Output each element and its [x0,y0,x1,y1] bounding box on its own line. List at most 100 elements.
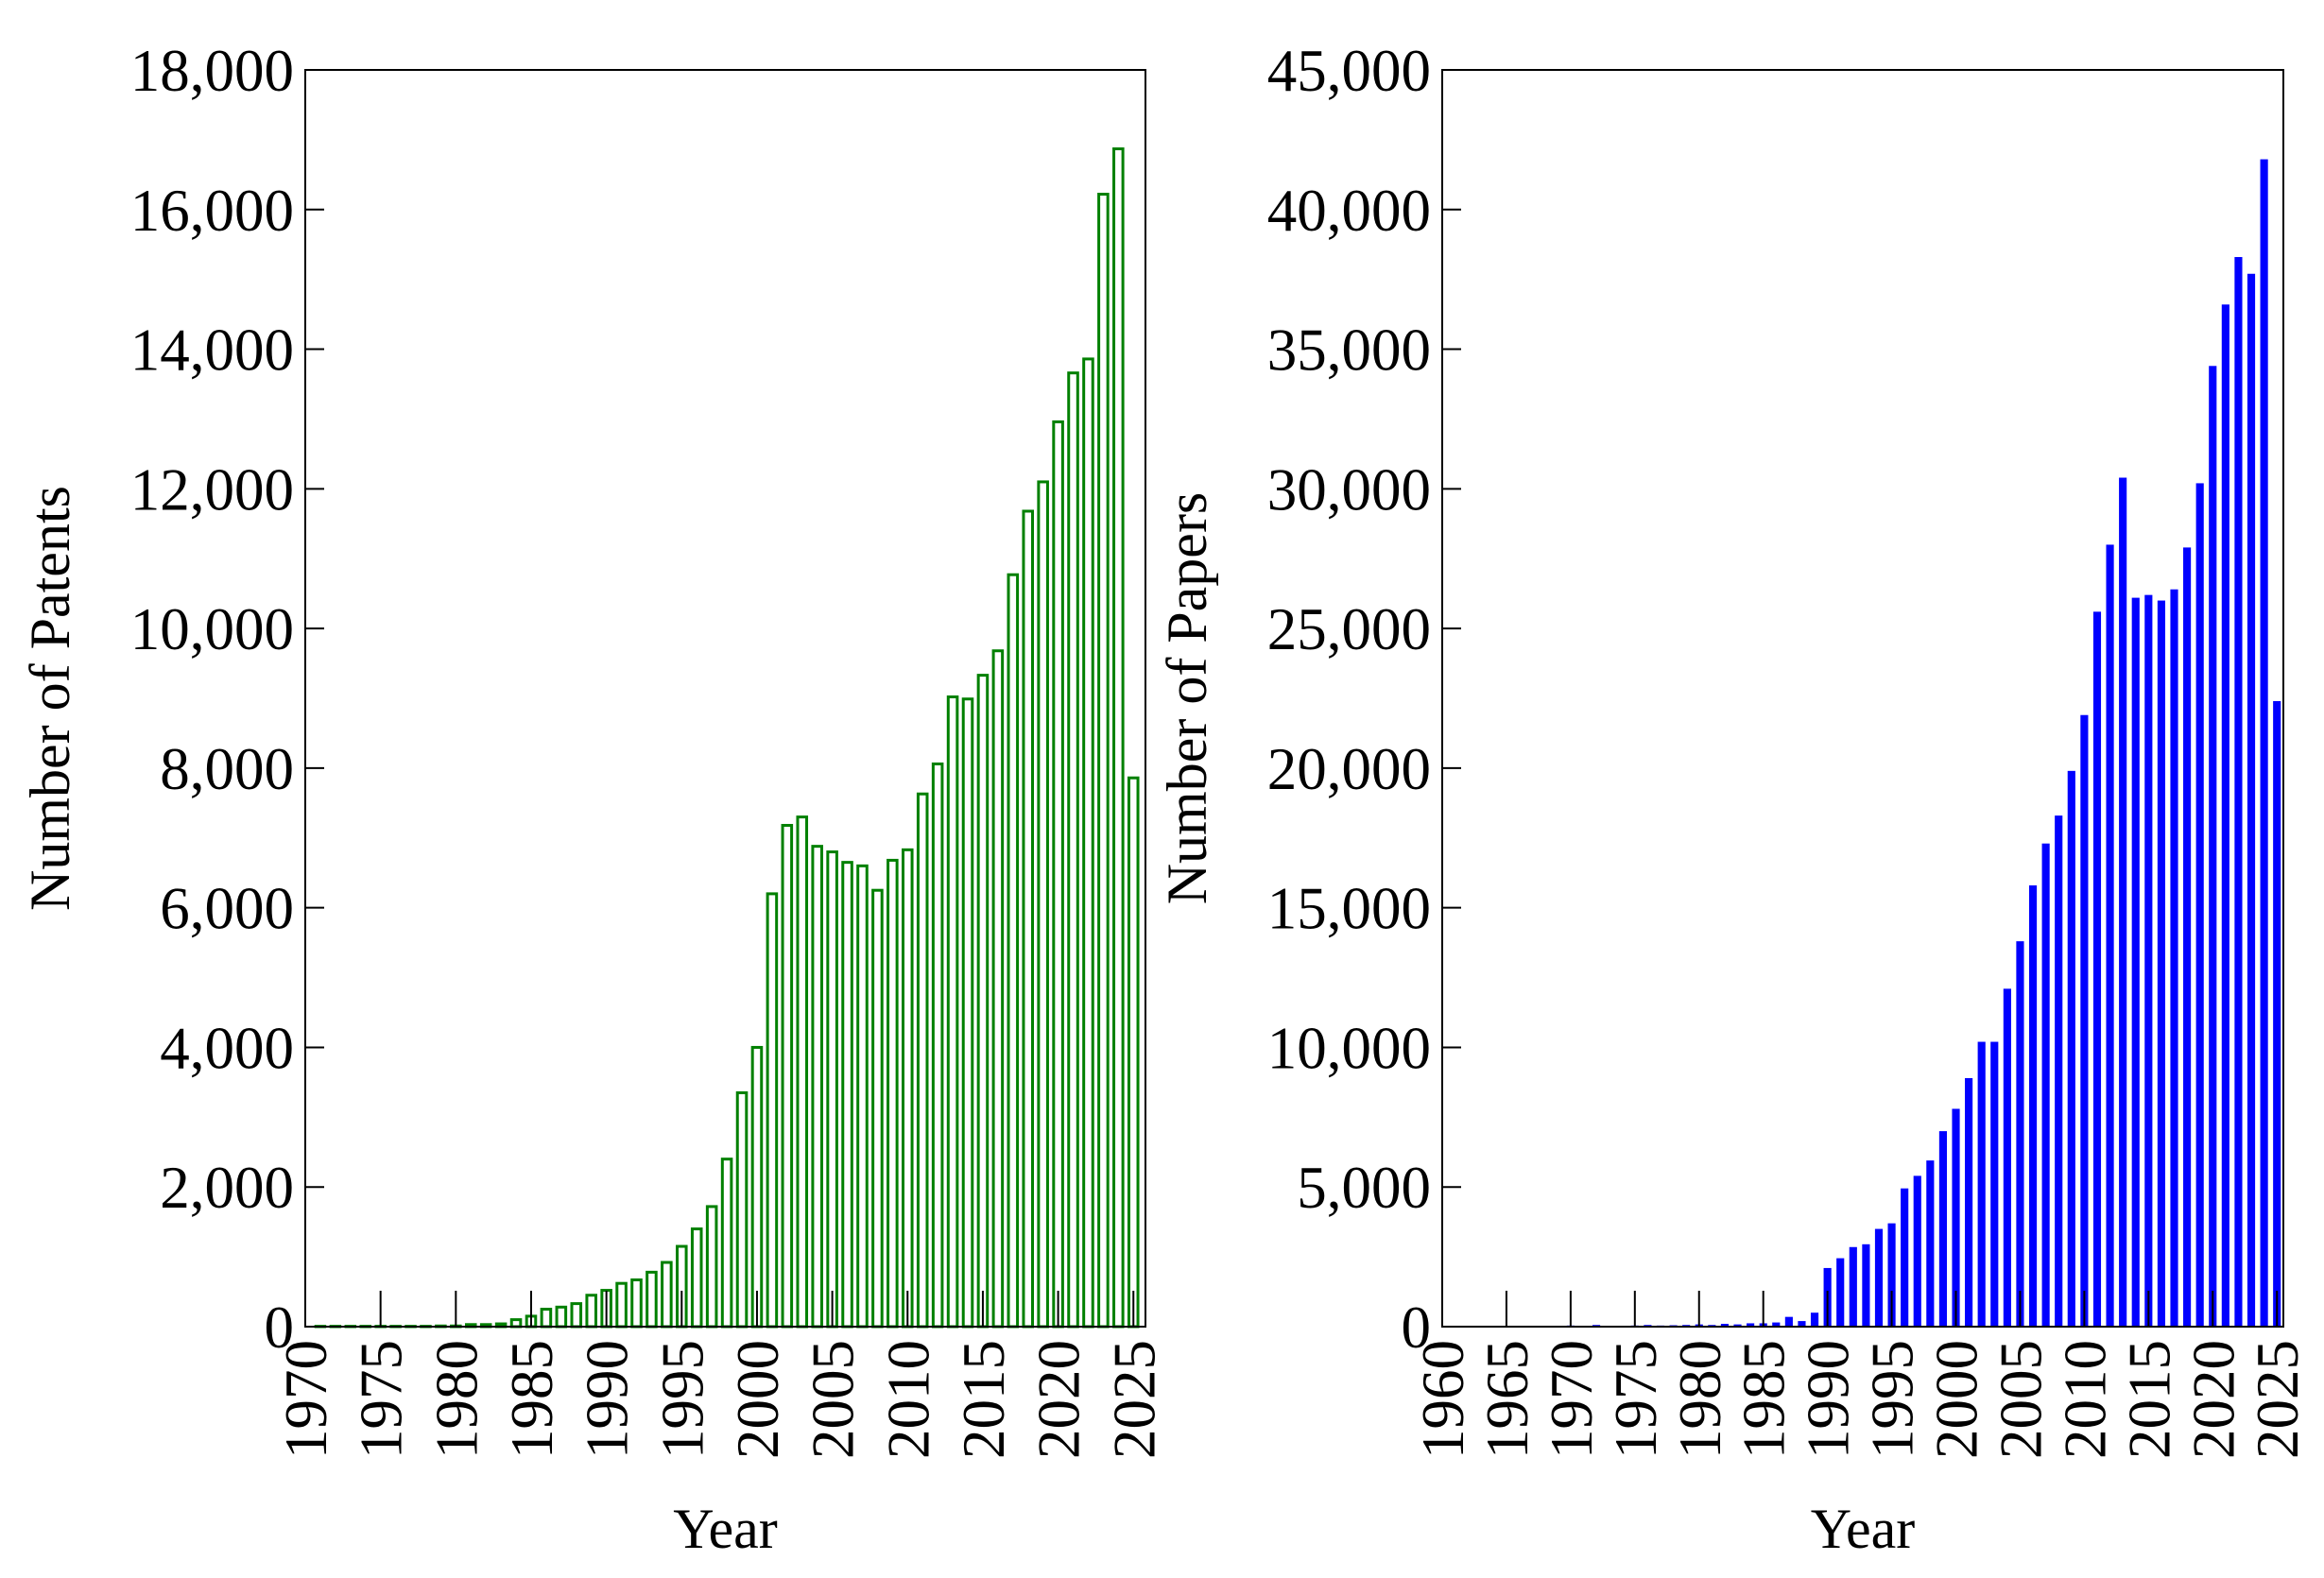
bar [2221,304,2229,1328]
bar [1037,480,1049,1329]
bar [1836,1258,1845,1327]
bar [1052,420,1064,1329]
x-tick-label: 1970 [1539,1340,1605,1459]
y-tick-label: 2,000 [160,1155,294,1221]
y-tick-label: 10,000 [130,596,294,662]
bar [871,888,884,1329]
y-tick-label: 12,000 [130,456,294,523]
x-tick-label: 1995 [649,1340,715,1459]
bar [2170,589,2178,1327]
bar [991,649,1005,1329]
bar [1990,1041,1999,1327]
y-tick-label: 0 [265,1295,295,1361]
bar [2260,159,2268,1328]
x-tick-label: 1975 [1603,1340,1669,1459]
bar [1127,776,1140,1329]
x-tick-label: 1995 [1860,1340,1926,1459]
bar [766,892,779,1329]
bar [931,762,944,1329]
x-tick-label: 1980 [423,1340,490,1459]
plot-frame [304,69,1146,1328]
bar [2195,483,2204,1327]
bar [1938,1131,1947,1327]
bar [661,1261,673,1329]
bar [2183,547,2192,1327]
bar [2131,597,2140,1327]
x-tick-label: 2020 [1026,1340,1093,1459]
bar [1913,1175,1921,1327]
x-tick-label: 2025 [2245,1340,2311,1459]
bar [2092,611,2102,1327]
bar [1720,1324,1730,1327]
x-tick-label: 2000 [1924,1340,1990,1459]
bar [750,1045,764,1329]
bar [961,697,974,1329]
y-tick-label: 45,000 [1267,38,1431,104]
x-tick-label: 2010 [875,1340,941,1459]
bar [2055,815,2063,1327]
bar [1733,1324,1742,1327]
bar [841,861,853,1329]
y-tick-label: 25,000 [1267,596,1431,662]
x-tick-label: 2005 [1988,1340,2054,1459]
bar [781,823,794,1329]
x-tick-label: 1990 [1796,1340,1862,1459]
bar [2119,477,2127,1327]
bar [1022,509,1035,1329]
y-tick-label: 10,000 [1267,1015,1431,1081]
bar [887,858,899,1329]
bar [2080,714,2089,1327]
y-axis-title: Number of Papers [1156,492,1218,905]
bar [1784,1316,1793,1327]
bar [796,815,809,1329]
bar [856,864,869,1329]
bar [1965,1077,1973,1327]
bar [690,1227,703,1329]
bar [1112,146,1125,1329]
bar [2157,600,2165,1327]
bar [646,1270,658,1329]
y-tick-label: 30,000 [1267,456,1431,523]
bar [901,848,914,1329]
y-tick-label: 40,000 [1267,178,1431,244]
bar [2247,273,2256,1327]
bar [720,1158,733,1329]
y-tick-label: 14,000 [130,317,294,384]
y-tick-label: 18,000 [130,38,294,104]
x-tick-label: 1965 [1474,1340,1541,1459]
bar [1007,573,1020,1329]
x-tick-label: 1975 [349,1340,415,1459]
y-axis-title: Number of Patents [19,486,81,911]
y-tick-label: 20,000 [1267,736,1431,802]
x-tick-label: 1960 [1410,1340,1476,1459]
bar [1067,371,1079,1329]
bar [2234,257,2243,1327]
y-tick-label: 15,000 [1267,876,1431,942]
bar [2028,885,2038,1327]
x-tick-label: 2020 [2180,1340,2247,1459]
bar [2067,770,2075,1327]
x-tick-label: 2010 [2052,1340,2118,1459]
x-tick-label: 2005 [800,1340,867,1459]
bar [1952,1108,1960,1327]
bar [1798,1321,1806,1327]
x-tick-label: 2015 [951,1340,1017,1459]
bar [2041,843,2050,1327]
bar [811,845,823,1329]
y-tick-label: 6,000 [160,876,294,942]
bar [630,1278,643,1329]
x-tick-label: 2000 [725,1340,791,1459]
bar [570,1302,583,1329]
bar [2144,594,2153,1327]
bar [1887,1223,1896,1327]
bar [976,674,990,1329]
y-tick-label: 0 [1402,1295,1432,1361]
bar [1772,1322,1781,1327]
bar [1097,193,1110,1329]
x-tick-label: 1990 [575,1340,641,1459]
bar [1862,1244,1870,1327]
y-tick-label: 4,000 [160,1015,294,1081]
y-tick-label: 16,000 [130,178,294,244]
bar [2273,700,2281,1327]
